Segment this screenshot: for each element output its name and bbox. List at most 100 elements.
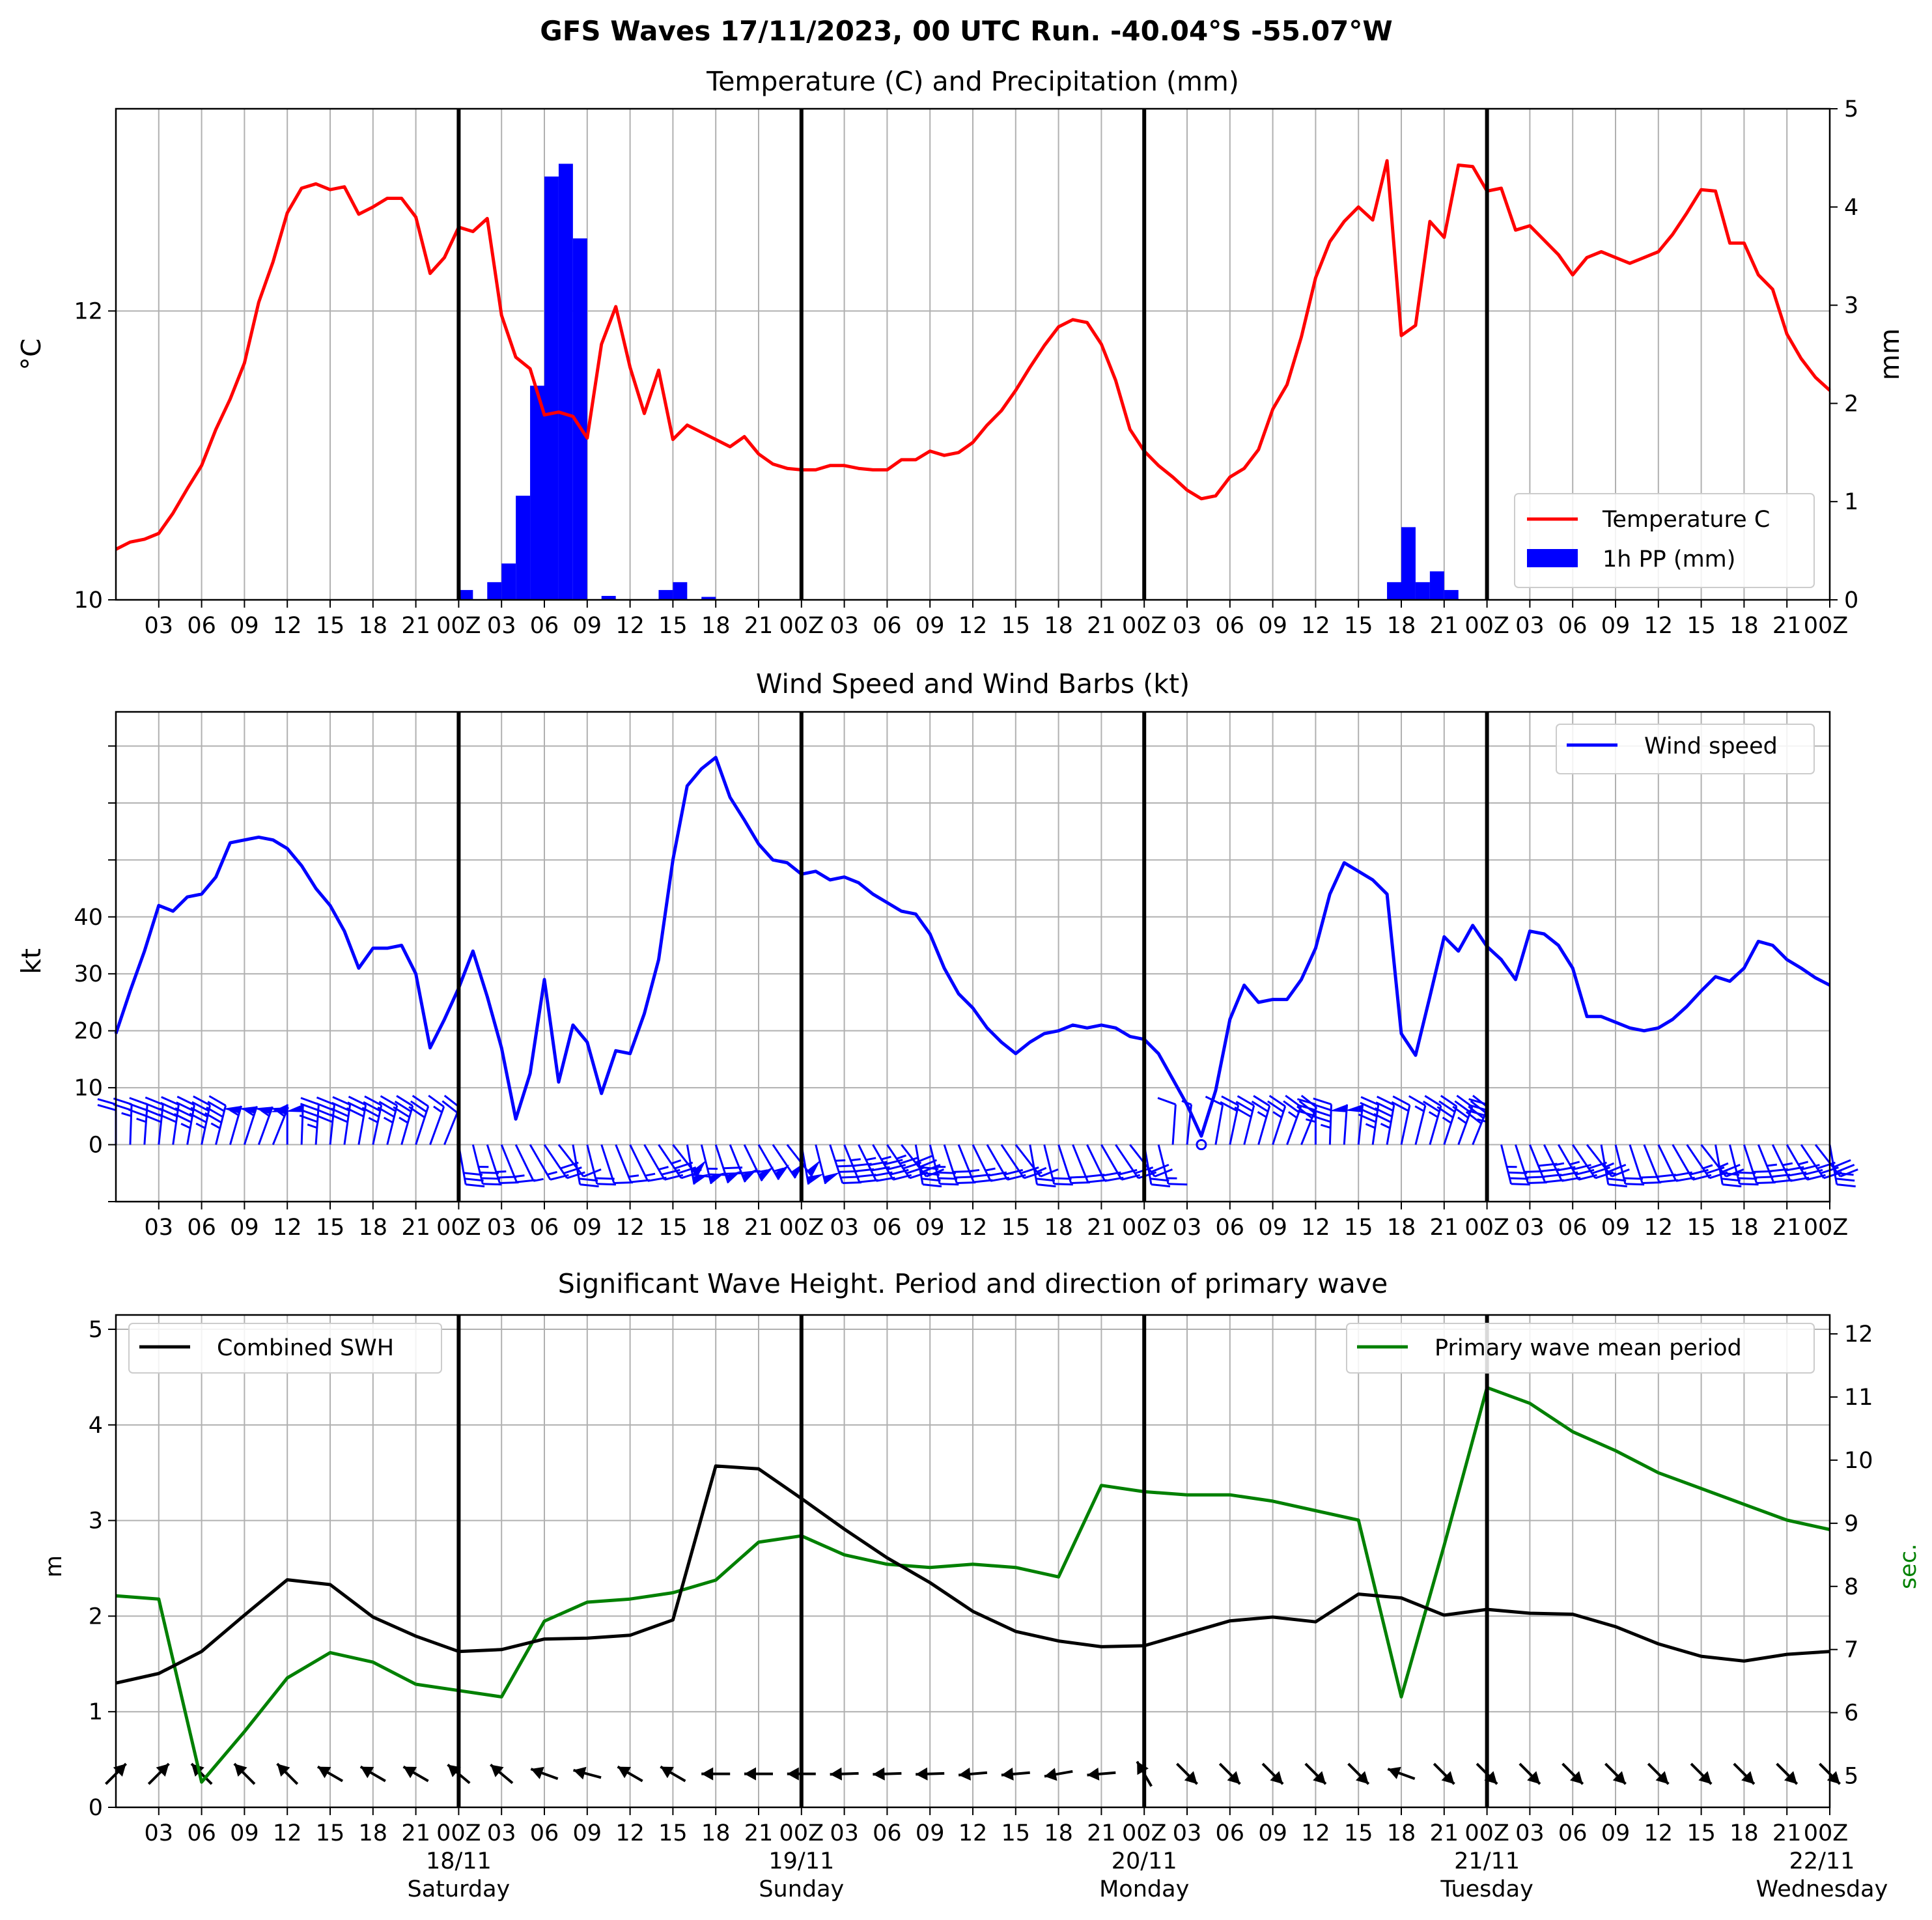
y2-tick-label: 0 — [1844, 587, 1858, 614]
wind-barb-flag — [1722, 1163, 1741, 1173]
x-tick-label: 21 — [1087, 1215, 1116, 1241]
wave-direction-arrowhead — [1044, 1768, 1057, 1781]
y2-tick-label: 9 — [1844, 1511, 1858, 1537]
y2-tick-label: 10 — [1844, 1448, 1873, 1474]
wind-barb-flag — [887, 1164, 906, 1171]
x-tick-label: 12 — [959, 1215, 988, 1241]
wave-direction-arrowhead — [360, 1766, 374, 1779]
wind-barb-flag — [596, 1183, 616, 1186]
wind-barb-shaft — [1057, 1144, 1072, 1183]
wind-barb-flag — [1312, 1109, 1332, 1118]
x-tick-label: 03 — [487, 613, 516, 639]
legend-wind-label: Wind speed — [1644, 733, 1778, 759]
wind-barb-flag — [466, 1183, 485, 1188]
wind-barb-shaft — [1015, 1144, 1042, 1178]
x-tick-label: 00Z — [1464, 1215, 1509, 1241]
y2-tick-label: 7 — [1844, 1637, 1858, 1663]
x-tick-label: 03 — [145, 1820, 174, 1846]
wind-barb-shaft — [1715, 1144, 1724, 1185]
x-tick-label: 03 — [487, 1215, 516, 1241]
wind-barb-flag — [842, 1181, 861, 1185]
y-tick-label: 4 — [89, 1413, 103, 1439]
wind-barb-flag — [1296, 1104, 1316, 1112]
wind-barb-half-flag — [1306, 1118, 1316, 1123]
wind-barb-flag — [595, 1177, 615, 1180]
wind-barb-flag — [361, 1107, 380, 1118]
wave-direction-arrowhead — [1698, 1771, 1712, 1785]
wind-barb-flag — [380, 1095, 398, 1107]
wind-barb-flag — [580, 1183, 599, 1188]
wind-barb-shaft — [186, 1105, 195, 1145]
y-tick-label: 10 — [74, 1075, 103, 1101]
wind-barb-flag — [1836, 1163, 1855, 1173]
wind-barb-flag — [1836, 1178, 1855, 1182]
wind-barb-shaft — [215, 1105, 227, 1145]
wind-barb-shaft — [957, 1144, 975, 1183]
wind-barb-flag — [1408, 1095, 1426, 1107]
wind-barb-flag — [1235, 1101, 1253, 1112]
precip-bar — [516, 496, 531, 600]
wind-barb-pennant — [807, 1174, 824, 1185]
wave-direction-arrowhead — [1313, 1771, 1326, 1785]
wind-barb-half-flag — [1272, 1111, 1283, 1118]
wind-barb-half-flag — [865, 1157, 876, 1161]
y-tick-label: 20 — [74, 1019, 103, 1045]
x-tick-label: 15 — [1344, 1820, 1373, 1846]
wind-barb-flag — [1253, 1095, 1270, 1107]
x-tick-label: 00Z — [1464, 1820, 1509, 1846]
wind-barb-flag — [347, 1101, 365, 1112]
wind-barb-shaft — [1600, 1144, 1610, 1185]
period-line — [115, 1386, 1830, 1784]
wind-barb-flag — [393, 1106, 410, 1118]
wind-barb-half-flag — [399, 1116, 409, 1124]
wind-barb-flag — [1800, 1164, 1820, 1171]
wind-barb-half-flag — [1606, 1172, 1617, 1175]
wave-direction-arrowhead — [660, 1766, 674, 1779]
legend-swh-label: Combined SWH — [217, 1335, 394, 1361]
x-tick-label: 12 — [959, 613, 988, 639]
wind-barb-flag — [899, 1157, 919, 1165]
x-tick-label: 12 — [959, 1820, 988, 1846]
y2-tick-label: 3 — [1844, 293, 1858, 319]
wave-direction-arrowhead — [1527, 1771, 1540, 1785]
x-tick-label: 00Z — [436, 1215, 481, 1241]
wind-barb-shaft — [1257, 1105, 1271, 1145]
wind-barb-flag — [1151, 1163, 1169, 1173]
wind-barb-flag — [483, 1183, 502, 1186]
date-label: 20/11 — [1112, 1848, 1177, 1874]
wind-barb-half-flag — [1320, 1123, 1331, 1129]
x-tick-label: 21 — [401, 1215, 430, 1241]
wind-barb-pennant — [1329, 1104, 1347, 1112]
legend-temperature-label: Temperature C — [1602, 507, 1770, 533]
wind-barb-flag — [1840, 1168, 1858, 1178]
precip-bar — [558, 163, 573, 600]
wind-barb-flag — [159, 1107, 178, 1118]
wind-barb-half-flag — [1457, 1116, 1467, 1124]
x-tick-label: 18 — [1044, 1820, 1073, 1846]
wind-barb-calm — [1196, 1139, 1207, 1151]
y2-tick-label: 5 — [1844, 96, 1858, 122]
wind-barb-flag — [463, 1172, 483, 1176]
y2-tick-label: 8 — [1844, 1574, 1858, 1600]
wind-barb-half-flag — [850, 1158, 861, 1162]
wind-barb-pennant — [693, 1160, 707, 1177]
x-tick-label: 15 — [1344, 613, 1373, 639]
weekday-label: Monday — [1099, 1876, 1189, 1902]
wind-barb-shaft — [1629, 1144, 1644, 1183]
wind-barb-flag — [300, 1097, 319, 1106]
y-tick-label: 5 — [89, 1317, 103, 1343]
wind-barb-shaft — [929, 1144, 941, 1185]
weekday-label: Saturday — [408, 1876, 511, 1902]
y2-tick-label: 5 — [1844, 1764, 1858, 1790]
x-tick-label: 00Z — [1122, 613, 1167, 639]
wind-barb-half-flag — [1287, 1111, 1298, 1119]
precip-axis-label: mm — [1874, 328, 1905, 380]
wind-barb-shaft — [615, 1144, 632, 1183]
wind-barb-half-flag — [533, 1178, 544, 1182]
wind-barb-shaft — [1757, 1144, 1774, 1183]
wind-barb-flag — [1452, 1105, 1469, 1119]
y-tick-label: 30 — [74, 961, 103, 987]
wind-barb-pennant — [775, 1164, 790, 1180]
wave-direction-arrowhead — [744, 1767, 756, 1781]
wind-barb-flag — [1722, 1183, 1742, 1188]
